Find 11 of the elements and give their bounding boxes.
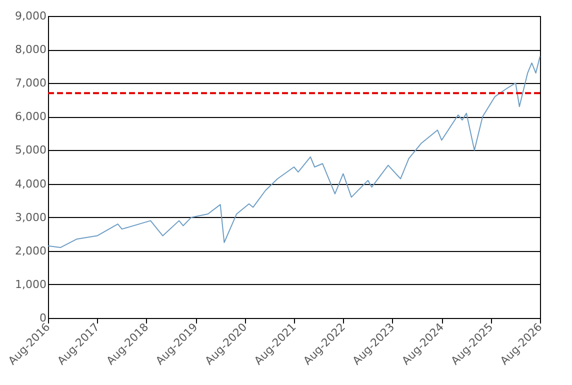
y-tick-label: 7,000 xyxy=(15,76,46,90)
y-tick-label: 3,000 xyxy=(15,210,46,224)
y-tick-label: 4,000 xyxy=(15,177,46,190)
y-tick-label: 0 xyxy=(40,312,46,324)
y-tick-label: 2,000 xyxy=(15,244,46,258)
y-tick-label: 8,000 xyxy=(15,43,46,56)
y-tick-label: 9,000 xyxy=(15,10,46,22)
y-tick-label: 5,000 xyxy=(15,144,46,157)
y-tick-label: 1,000 xyxy=(15,278,46,291)
line-series xyxy=(48,56,540,248)
y-tick-label: 6,000 xyxy=(15,110,46,124)
